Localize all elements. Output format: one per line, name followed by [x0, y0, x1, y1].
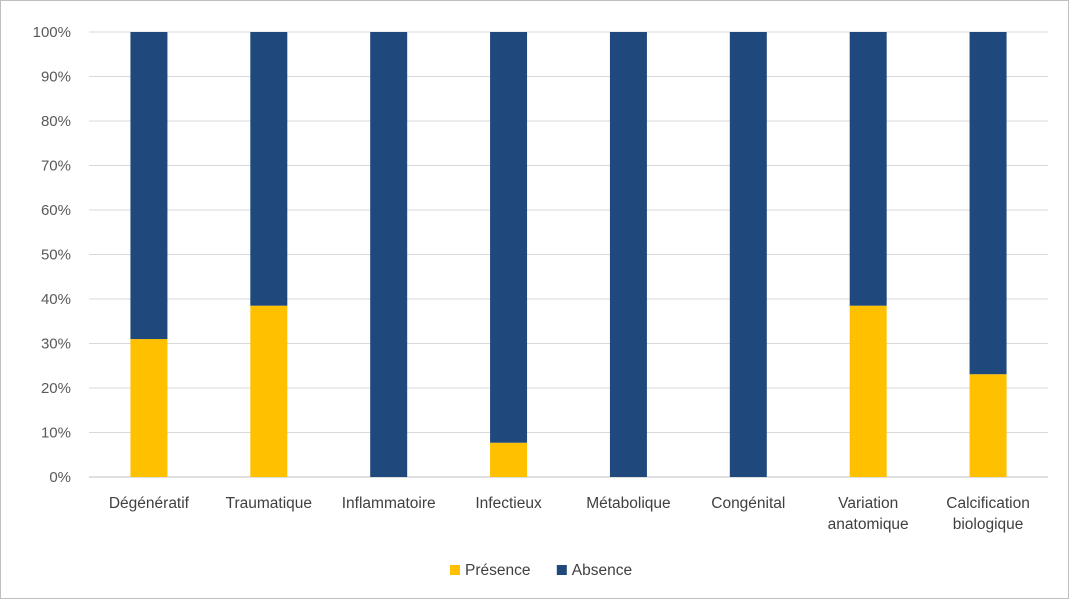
- bar-absence-2: [370, 32, 408, 477]
- bar-absence-1: [250, 32, 288, 306]
- x-tick-label: Dégénératif: [109, 495, 190, 512]
- bar-absence-6: [849, 32, 887, 306]
- legend-swatch: [556, 565, 567, 575]
- y-tick-label: 80%: [41, 113, 71, 130]
- x-tick-label: Infectieux: [475, 495, 542, 512]
- x-tick-label: Congénital: [711, 495, 785, 512]
- x-tick-label: biologique: [953, 516, 1024, 533]
- x-tick-label: Calcification: [946, 495, 1030, 512]
- y-tick-label: 20%: [41, 380, 71, 397]
- y-tick-label: 50%: [41, 247, 71, 264]
- legend-label: Absence: [572, 562, 632, 579]
- y-tick-label: 30%: [41, 336, 71, 353]
- y-tick-label: 60%: [41, 202, 71, 219]
- bar-prsence-6: [849, 305, 887, 477]
- y-tick-label: 40%: [41, 291, 71, 308]
- bar-absence-0: [130, 32, 168, 340]
- bar-absence-7: [969, 32, 1007, 375]
- bar-prsence-0: [130, 339, 168, 477]
- legend-label: Présence: [465, 562, 530, 579]
- y-tick-label: 10%: [41, 425, 71, 442]
- bar-absence-5: [729, 32, 767, 477]
- y-tick-label: 100%: [33, 24, 71, 41]
- y-tick-label: 90%: [41, 69, 71, 86]
- bar-prsence-3: [490, 442, 528, 477]
- y-tick-label: 70%: [41, 158, 71, 175]
- bar-absence-3: [490, 32, 528, 443]
- bar-prsence-1: [250, 305, 288, 477]
- x-tick-label: Traumatique: [226, 495, 312, 512]
- x-tick-label: Inflammatoire: [342, 495, 436, 512]
- bar-prsence-7: [969, 374, 1007, 477]
- x-tick-label: Métabolique: [586, 495, 670, 512]
- bar-absence-4: [609, 32, 647, 477]
- x-tick-label: anatomique: [828, 516, 909, 533]
- legend-swatch: [450, 565, 460, 575]
- x-tick-label: Variation: [838, 495, 898, 512]
- y-tick-label: 0%: [49, 469, 71, 486]
